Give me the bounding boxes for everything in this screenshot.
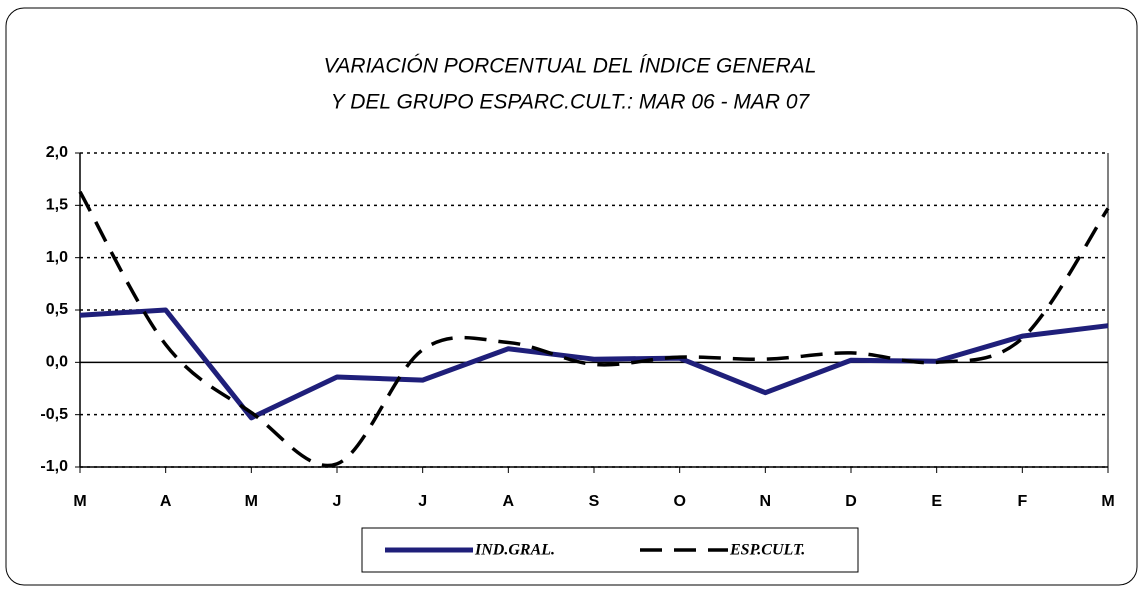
x-tick-label: A <box>503 493 515 510</box>
legend-label: IND.GRAL. <box>474 542 555 559</box>
y-tick-label: -0,5 <box>40 406 68 423</box>
chart-subtitle: Y DEL GRUPO ESPARC.CULT.: MAR 06 - MAR 0… <box>331 91 811 114</box>
x-tick-label: O <box>673 493 685 510</box>
y-tick-label: 1,5 <box>46 197 68 214</box>
x-tick-label: D <box>845 493 857 510</box>
legend-label: ESP.CULT. <box>729 542 805 559</box>
y-tick-label: 1,0 <box>46 249 68 266</box>
series-line <box>79 307 1109 421</box>
x-tick-label: N <box>760 493 772 510</box>
y-tick-label: 0,0 <box>46 354 68 371</box>
chart-frame <box>5 7 1138 586</box>
y-tick-label: -1,0 <box>40 458 68 475</box>
x-tick-label: A <box>160 493 172 510</box>
series-line <box>78 190 1110 468</box>
x-tick-label: M <box>245 493 258 510</box>
x-tick-label: S <box>589 493 600 510</box>
x-tick-label: M <box>1101 493 1114 510</box>
x-tick-label: J <box>418 493 427 510</box>
x-tick-label: E <box>931 493 942 510</box>
chart-title: VARIACIÓN PORCENTUAL DEL ÍNDICE GENERAL <box>324 55 817 78</box>
y-tick-label: 2,0 <box>46 144 68 161</box>
y-tick-label: 0,5 <box>46 301 68 318</box>
x-tick-label: M <box>73 493 86 510</box>
x-tick-label: F <box>1017 493 1027 510</box>
x-tick-label: J <box>333 493 342 510</box>
